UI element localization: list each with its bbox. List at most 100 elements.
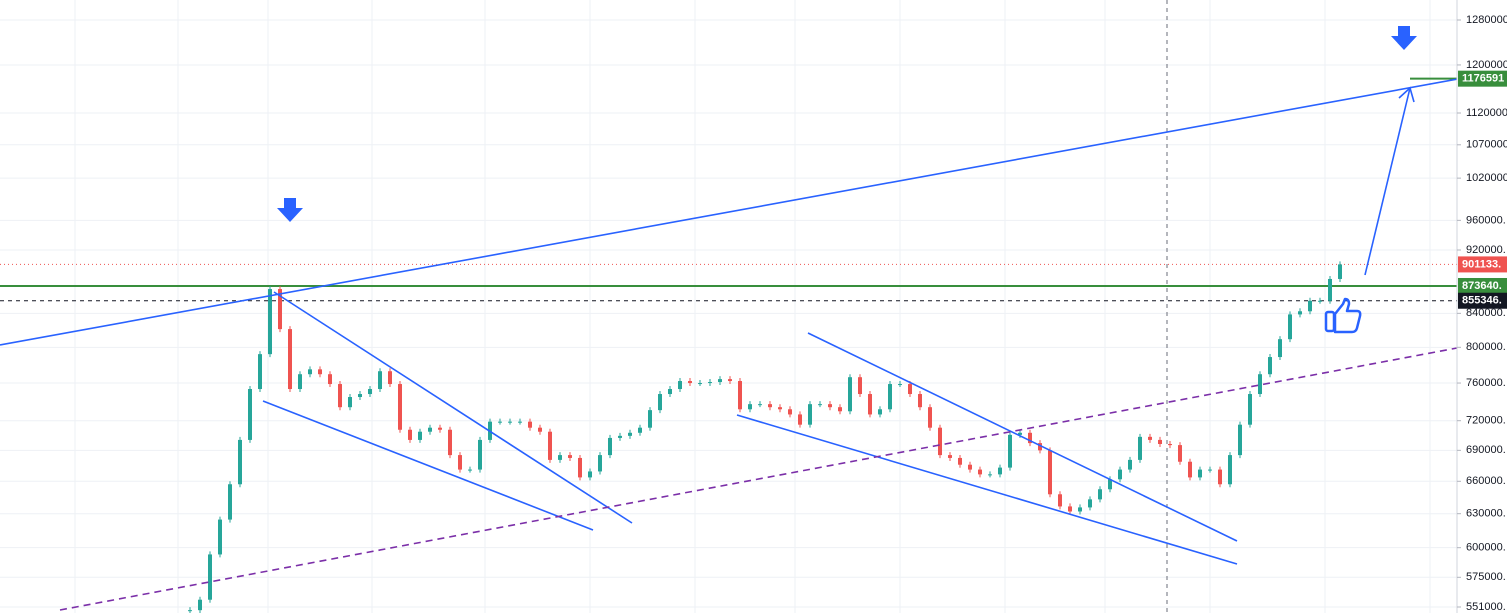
candle-body <box>428 427 432 432</box>
y-tick-label: 1070000 <box>1466 139 1507 151</box>
candle-body <box>288 329 292 390</box>
candles <box>188 261 1342 613</box>
candle-body <box>1258 374 1262 395</box>
candle-body <box>268 289 272 355</box>
candle-body <box>798 414 802 425</box>
candle-body <box>1268 357 1272 375</box>
candle-body <box>248 389 252 440</box>
candle-body <box>1138 436 1142 460</box>
candle-body <box>368 389 372 395</box>
candle-body <box>718 379 722 383</box>
candle-body <box>358 394 362 398</box>
candle-body <box>498 421 502 423</box>
candle-body <box>338 384 342 408</box>
candle-body <box>658 394 662 411</box>
price-axis-labels: 1280000 1200000 1120000 1070000 1020000 96000… <box>1457 14 1507 613</box>
candle-body <box>988 474 992 476</box>
candle-body <box>838 407 842 412</box>
candle-body <box>768 404 772 408</box>
candle-body <box>478 439 482 470</box>
candle-body <box>1328 278 1332 301</box>
candle-body <box>518 421 522 423</box>
candle-body <box>1008 434 1012 468</box>
candle-body <box>298 374 302 390</box>
candle-body <box>1208 469 1212 471</box>
candle-body <box>938 427 942 456</box>
candle-body <box>878 409 882 415</box>
candle-body <box>1058 494 1062 507</box>
candle-body <box>748 404 752 410</box>
price-lines <box>0 77 1457 302</box>
candle-body <box>778 407 782 410</box>
candle-body <box>968 464 972 470</box>
candle-body <box>238 439 242 485</box>
candle-body <box>618 435 622 438</box>
grid <box>0 19 1457 608</box>
candle-body <box>1048 450 1052 495</box>
candle-body <box>818 404 822 406</box>
y-tick-label: 690000. <box>1466 444 1506 456</box>
y-tick-label: 551000. <box>1466 601 1506 613</box>
price-label-bg <box>1458 70 1507 87</box>
candle-body <box>958 457 962 465</box>
candle-body <box>508 421 512 423</box>
candle-body <box>568 455 572 458</box>
candle-body <box>318 369 322 375</box>
candle-body <box>628 432 632 436</box>
candle-body <box>1168 444 1172 446</box>
candle-body <box>1218 469 1222 485</box>
y-tick-label: 1200000 <box>1466 59 1507 71</box>
candle-body <box>1238 424 1242 456</box>
price-label-bg <box>1458 256 1507 273</box>
candle-body <box>1288 314 1292 340</box>
candle-body <box>1018 432 1022 435</box>
vertical-grid <box>74 0 1431 613</box>
candle-body <box>328 374 332 385</box>
candle-body <box>218 519 222 555</box>
y-tick-label: 800000. <box>1466 341 1506 353</box>
candle-body <box>888 384 892 410</box>
candle-body <box>928 407 932 428</box>
price-label: 1176591 <box>1462 73 1504 85</box>
y-tick-label: 630000. <box>1466 508 1506 520</box>
y-tick-label: 720000. <box>1466 415 1506 427</box>
candle-body <box>1078 507 1082 512</box>
candle-body <box>438 427 442 430</box>
candle-body <box>388 371 392 385</box>
candle-body <box>228 484 232 520</box>
candle-body <box>1038 443 1042 451</box>
candle-body <box>1278 339 1282 358</box>
candle-body <box>678 381 682 390</box>
candle-body <box>1158 439 1162 445</box>
candle-body <box>528 421 532 428</box>
candle-body <box>418 431 422 440</box>
candle-body <box>1108 479 1112 490</box>
candle-body <box>398 384 402 430</box>
candle-body <box>538 427 542 432</box>
candle-body <box>1148 436 1152 440</box>
candle-body <box>788 409 792 415</box>
candle-body <box>648 410 652 428</box>
candle-body <box>738 381 742 410</box>
candle-body <box>588 471 592 478</box>
y-tick-label: 1120000 <box>1466 107 1507 119</box>
candle-body <box>448 429 452 456</box>
y-tick-label: 600000. <box>1466 542 1506 554</box>
y-tick-label: 1280000 <box>1466 14 1507 26</box>
candle-body <box>1068 506 1072 512</box>
candle-body <box>188 610 192 612</box>
candle-body <box>708 382 712 384</box>
candle-body <box>668 389 672 395</box>
price-label: 873640. <box>1462 280 1502 292</box>
candle-body <box>208 554 212 600</box>
y-tick-label: 575000. <box>1466 571 1506 583</box>
candle-body <box>978 469 982 475</box>
candle-body <box>578 457 582 478</box>
candle-body <box>598 455 602 472</box>
y-tick-label: 960000. <box>1466 214 1506 226</box>
candle-body <box>758 404 762 406</box>
candle-body <box>1088 499 1092 508</box>
candle-body <box>1128 459 1132 470</box>
y-tick-label: 840000. <box>1466 307 1506 319</box>
candle-body <box>378 371 382 390</box>
